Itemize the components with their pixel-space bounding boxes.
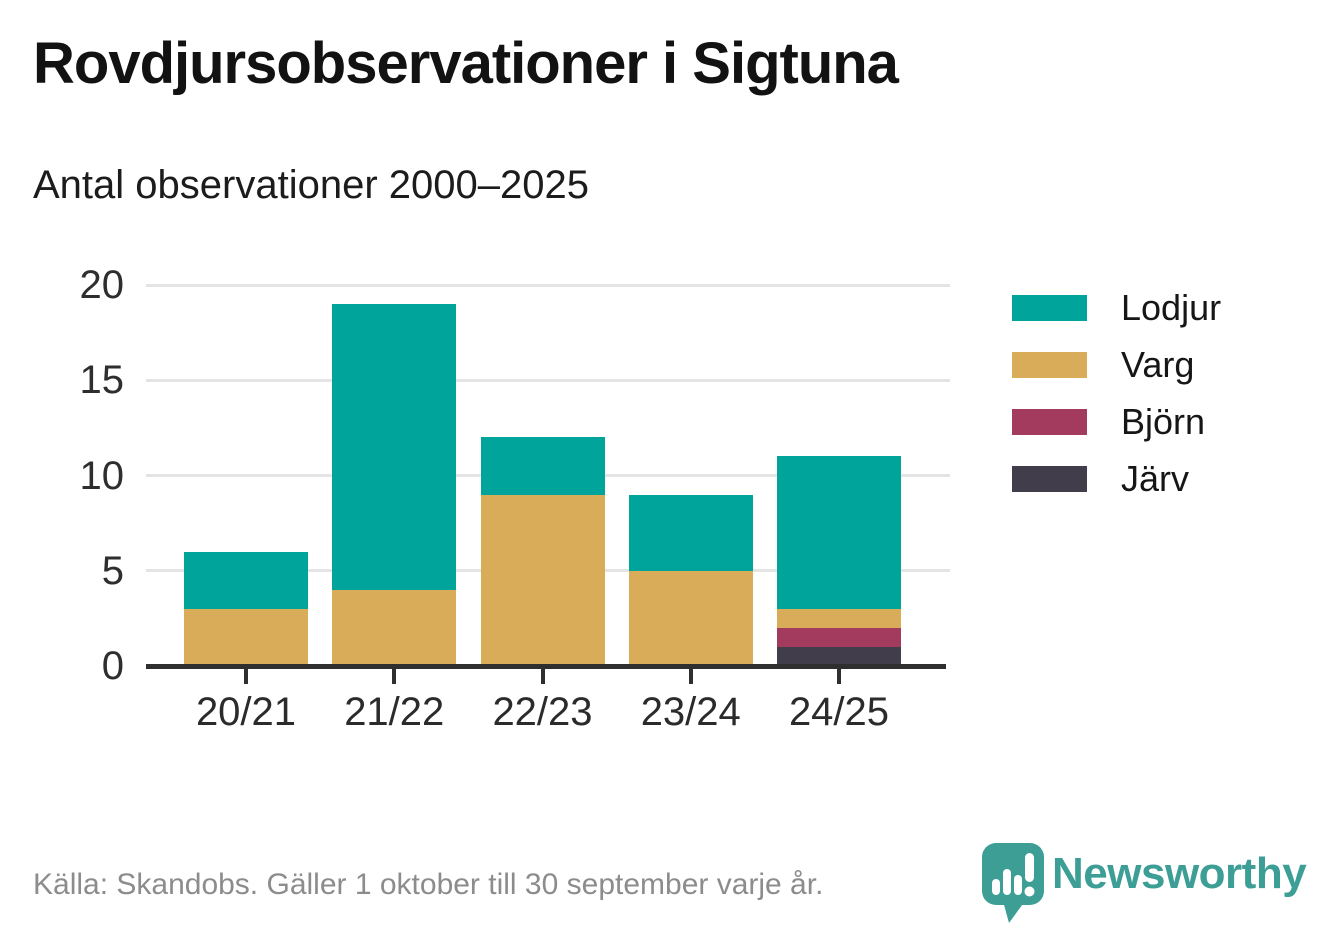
- x-tick-23/24: [688, 669, 693, 684]
- brand-wordmark: Newsworthy: [1052, 849, 1307, 898]
- legend-label-Lodjur: Lodjur: [1121, 286, 1222, 328]
- x-axis-label-20/21: 20/21: [195, 690, 297, 734]
- chart-subtitle: Antal observationer 2000–2025: [33, 163, 589, 207]
- legend-swatch-Varg: [1012, 351, 1087, 378]
- bar-segment-24/25-Lodjur: [777, 456, 901, 609]
- legend-label-Varg: Varg: [1121, 343, 1195, 385]
- bar-segment-22/23-Varg: [480, 494, 605, 666]
- x-axis-label-23/24: 23/24: [640, 690, 741, 734]
- x-axis-label-24/25: 24/25: [788, 690, 890, 734]
- y-axis-label-0: 0: [101, 644, 124, 688]
- x-axis-label-22/23: 22/23: [492, 690, 593, 734]
- gridline-20: [146, 283, 950, 287]
- legend-item-Järv: Järv: [1012, 450, 1221, 507]
- x-tick-20/21: [244, 669, 248, 684]
- bar-segment-24/25-Järv: [777, 646, 901, 666]
- bar-segment-23/24-Lodjur: [628, 494, 753, 571]
- x-axis-label-21/22: 21/22: [344, 690, 445, 734]
- legend-swatch-Järv: [1012, 465, 1087, 492]
- bar-segment-22/23-Lodjur: [480, 437, 605, 495]
- legend-swatch-Björn: [1012, 408, 1087, 435]
- bar-segment-23/24-Varg: [628, 570, 753, 666]
- source-note: Källa: Skandobs. Gäller 1 oktober till 3…: [33, 868, 824, 901]
- y-axis-label-5: 5: [101, 548, 124, 593]
- brand-logo: Newsworthy: [982, 843, 1307, 925]
- newsworthy-speech-bubble-icon: [982, 843, 1044, 923]
- legend-item-Varg: Varg: [1012, 336, 1221, 393]
- x-tick-21/22: [392, 669, 397, 684]
- legend-label-Björn: Björn: [1121, 400, 1206, 442]
- bar-segment-20/21-Lodjur: [184, 551, 308, 609]
- x-tick-24/25: [837, 669, 841, 684]
- gridline-15: [146, 378, 950, 382]
- bar-segment-24/25-Björn: [777, 627, 901, 647]
- x-axis-line: [146, 664, 946, 669]
- page-title: Rovdjursobservationer i Sigtuna: [33, 31, 899, 96]
- bar-segment-24/25-Varg: [777, 608, 901, 628]
- y-axis-label-15: 15: [79, 358, 125, 403]
- y-axis-label-20: 20: [79, 263, 125, 307]
- legend-item-Lodjur: Lodjur: [1012, 279, 1221, 336]
- bar-segment-21/22-Lodjur: [332, 304, 457, 590]
- x-tick-22/23: [540, 669, 545, 684]
- bar-segment-20/21-Varg: [184, 608, 308, 666]
- legend-item-Björn: Björn: [1012, 393, 1221, 450]
- legend-label-Järv: Järv: [1121, 457, 1190, 499]
- chart-legend: Lodjur Varg Björn Järv: [1012, 279, 1221, 507]
- bar-segment-21/22-Varg: [332, 589, 457, 666]
- legend-swatch-Lodjur: [1012, 294, 1087, 321]
- y-axis-label-10: 10: [79, 453, 125, 498]
